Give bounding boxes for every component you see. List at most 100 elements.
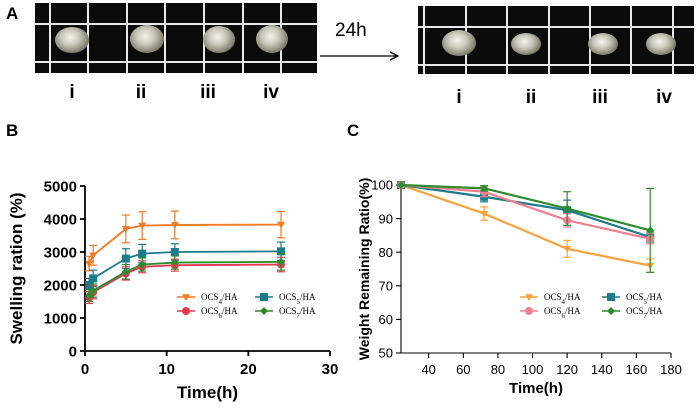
data-point: [397, 181, 405, 189]
panel-label-a: A: [6, 4, 19, 23]
y-tick-label: 1000: [44, 310, 77, 327]
series-line: [400, 183, 651, 240]
sample-label-ii: ii: [135, 82, 147, 103]
legend-marker: [260, 293, 268, 301]
series-line: [400, 183, 651, 239]
x-tick-label: 30: [322, 361, 339, 378]
legend-item: OCS4/HA: [520, 292, 581, 306]
x-tick-label: 80: [491, 362, 505, 377]
x-tick-label: 140: [591, 362, 613, 377]
sample-label-iii: iii: [200, 82, 216, 103]
weight-remaining-chart: 50 60 70 80 90 100 40 60 80 100 120 140 160 180 Time(h…: [356, 178, 682, 397]
y-axis-title: Swelling ration (%): [7, 192, 26, 344]
sample-label-i-after: i: [456, 87, 462, 108]
data-point: [89, 252, 98, 260]
data-point: [480, 184, 489, 193]
legend-marker: [260, 307, 268, 315]
y-tick-label: 60: [379, 312, 393, 327]
series-line: [400, 183, 651, 267]
legend-marker: [182, 294, 190, 301]
y-tick-label: 80: [379, 245, 393, 260]
legend-item: OCS5/HA: [255, 292, 316, 306]
data-point: [121, 267, 130, 276]
data-point: [89, 274, 98, 283]
legend-item: OCS4/HA: [177, 292, 238, 306]
data-point: [646, 226, 655, 235]
series-OCS7/HA: [397, 181, 655, 273]
data-point: [480, 210, 489, 218]
legend-label: OCS6/HA: [201, 306, 238, 320]
legend-marker: [607, 307, 615, 315]
data-point: [121, 254, 130, 263]
series-OCS4/HA: [85, 210, 285, 272]
x-tick-label: 40: [421, 362, 435, 377]
photo-before: [35, 3, 317, 73]
sample-label-iv-after: iv: [656, 87, 672, 108]
series-OCS4/HA: [397, 182, 655, 273]
swelling-chart: 0 1000 2000 3000 4000 5000 0 10 20 30 Time(h) Swell…: [7, 178, 339, 402]
data-point: [277, 247, 285, 256]
series-line: [400, 183, 651, 232]
legend-item: OCS5/HA: [602, 292, 663, 306]
sample-blob: [588, 33, 618, 55]
x-tick-label: 180: [660, 362, 682, 377]
legend-marker: [182, 307, 190, 315]
y-tick-label: 70: [379, 278, 393, 293]
legend-label: OCS5/HA: [279, 292, 316, 306]
series-OCS7/HA: [85, 253, 285, 303]
sample-blob: [55, 27, 89, 53]
series-line: [88, 250, 282, 286]
y-axis-title: Weight Remaining Ratio(%): [356, 178, 372, 361]
y-tick-label: 3000: [44, 244, 77, 261]
right-arrow-icon: [320, 51, 400, 61]
legend-label: OCS4/HA: [544, 292, 581, 306]
x-tick-label: 20: [240, 361, 257, 378]
x-tick-label: 0: [81, 361, 89, 378]
series-OCS5/HA: [397, 181, 655, 243]
panel-label-c: C: [347, 121, 360, 140]
data-point: [170, 258, 179, 267]
legend-marker: [525, 307, 533, 315]
sample-label-i: i: [69, 82, 75, 103]
photo-after: [418, 6, 694, 74]
sample-blob: [130, 25, 164, 53]
legend-label: OCS7/HA: [626, 306, 663, 320]
x-axis-title: Time(h): [177, 383, 238, 402]
data-point: [85, 281, 94, 289]
legend-item: OCS6/HA: [520, 306, 581, 320]
data-point: [277, 257, 285, 266]
data-point: [170, 222, 179, 229]
y-tick-label: 2000: [44, 277, 77, 294]
sample-label-iv: iv: [263, 82, 279, 103]
legend-label: OCS6/HA: [544, 306, 581, 320]
sample-label-iii-after: iii: [592, 87, 608, 108]
data-point: [85, 260, 94, 268]
legend-label: OCS7/HA: [279, 306, 316, 320]
legend-item: OCS7/HA: [602, 306, 663, 320]
sample-blob: [511, 33, 541, 55]
arrow-label: 24h: [335, 20, 367, 41]
series-OCS5/HA: [85, 241, 285, 293]
legend-label: OCS4/HA: [201, 292, 238, 306]
data-point: [138, 249, 147, 258]
y-tick-label: 50: [379, 346, 393, 361]
panel-label-b: B: [6, 121, 19, 140]
sample-blob: [646, 33, 676, 55]
x-tick-label: 100: [522, 362, 544, 377]
y-tick-label: 4000: [44, 211, 77, 228]
y-tick-label: 5000: [44, 178, 77, 195]
data-point: [170, 248, 179, 256]
sample-label-ii-after: ii: [525, 87, 537, 108]
sample-blob: [442, 30, 476, 56]
legend-item: OCS7/HA: [255, 306, 316, 320]
legend-item: OCS6/HA: [177, 306, 238, 320]
series-line: [88, 263, 282, 299]
data-point: [121, 226, 130, 233]
data-point: [563, 204, 572, 213]
data-point: [138, 222, 147, 230]
legend-label: OCS5/HA: [626, 292, 663, 306]
sample-blob: [256, 25, 288, 53]
data-point: [563, 246, 572, 253]
legend-marker: [607, 293, 615, 301]
y-tick-label: 90: [379, 211, 393, 226]
